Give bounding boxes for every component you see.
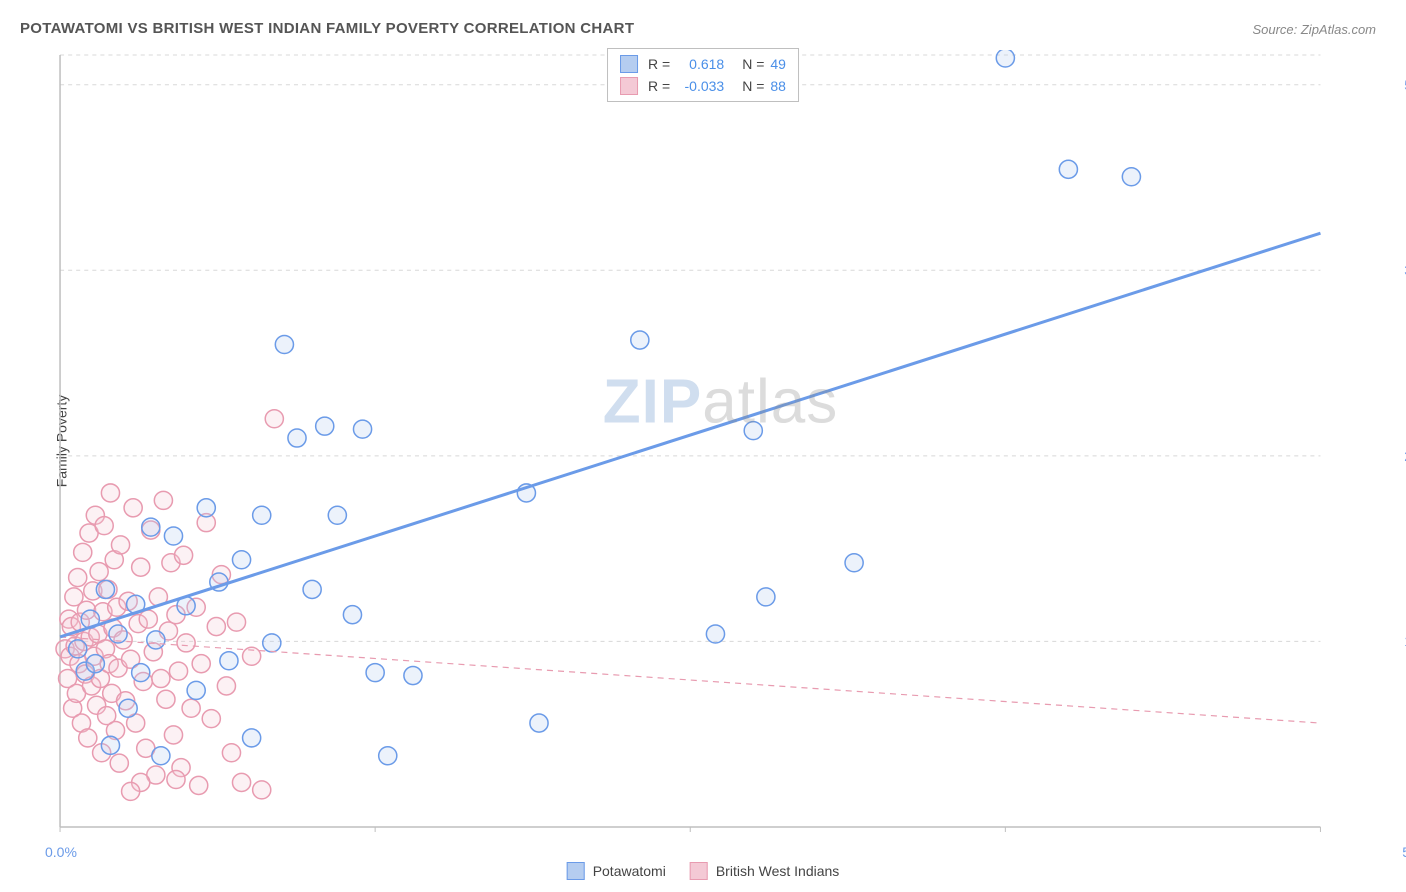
legend-swatch-icon bbox=[567, 862, 585, 880]
r-label: R = bbox=[648, 53, 670, 75]
stats-row-series2: R = -0.033 N = 88 bbox=[620, 75, 786, 97]
source-attribution: Source: ZipAtlas.com bbox=[1252, 22, 1376, 37]
x-axis-origin-label: 0.0% bbox=[45, 844, 77, 860]
n-label: N = bbox=[742, 53, 764, 75]
r-label: R = bbox=[648, 75, 670, 97]
legend-swatch-icon bbox=[620, 77, 638, 95]
chart-title: POTAWATOMI VS BRITISH WEST INDIAN FAMILY… bbox=[20, 20, 634, 37]
legend-item: British West Indians bbox=[690, 862, 839, 880]
chart-container: Family Poverty ZIPatlas 12.5%25.0%37.5%5… bbox=[55, 50, 1386, 832]
series-legend: Potawatomi British West Indians bbox=[567, 862, 840, 880]
scatter-plot bbox=[55, 50, 1386, 832]
legend-label: British West Indians bbox=[716, 863, 839, 879]
r-value: -0.033 bbox=[676, 75, 724, 97]
x-axis-max-label: 50.0% bbox=[1402, 844, 1406, 860]
legend-swatch-icon bbox=[620, 55, 638, 73]
stats-row-series1: R = 0.618 N = 49 bbox=[620, 53, 786, 75]
legend-item: Potawatomi bbox=[567, 862, 666, 880]
correlation-stats-legend: R = 0.618 N = 49 R = -0.033 N = 88 bbox=[607, 48, 799, 102]
n-value: 49 bbox=[770, 53, 786, 75]
n-label: N = bbox=[742, 75, 764, 97]
n-value: 88 bbox=[770, 75, 786, 97]
legend-label: Potawatomi bbox=[593, 863, 666, 879]
legend-swatch-icon bbox=[690, 862, 708, 880]
r-value: 0.618 bbox=[676, 53, 724, 75]
